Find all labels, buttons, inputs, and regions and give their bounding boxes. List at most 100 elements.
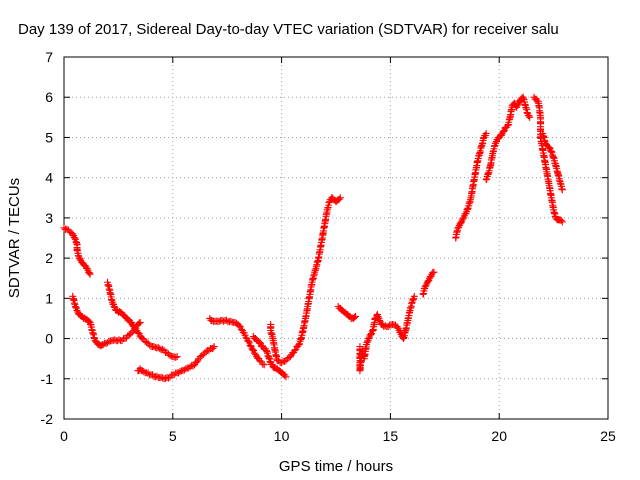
data-point [186,363,194,371]
data-point-interp [153,344,161,352]
data-point-interp [547,147,555,155]
y-tick-label: 0 [45,331,53,347]
data-point [210,343,218,351]
data-point [526,113,534,121]
data-point-interp [127,330,135,338]
data-point-interp [368,327,376,335]
data-point-interp [455,223,463,231]
data-point-interp [63,225,71,233]
data-point [545,144,553,151]
data-point [86,270,94,278]
data-point [365,335,373,343]
x-axis-label: GPS time / hours [279,458,393,475]
data-point [130,322,138,330]
data-point [136,318,144,326]
data-point [497,131,505,139]
data-point-interp [115,336,123,344]
data-point [173,353,181,361]
data-point-interp [366,331,374,339]
data-point [110,302,118,310]
data-point [410,292,418,300]
data-point-interp [176,368,184,376]
data-point [156,345,164,353]
data-point-interp [249,346,257,354]
data-point-interp [76,255,84,263]
data-point-interp [422,282,430,290]
data-point [260,361,268,369]
data-point [134,329,142,337]
y-tick-label: -1 [41,371,54,387]
x-tick-label: 25 [600,428,616,444]
data-point [367,331,375,339]
data-point-interp [144,369,152,377]
data-point [286,353,294,361]
data-point [558,186,566,194]
data-point-interp [335,195,343,203]
data-point-interp [227,317,235,325]
data-point [256,339,264,347]
data-point [69,230,77,238]
y-tick-label: 5 [45,129,53,145]
y-tick-label: 2 [45,250,53,266]
data-point-interp [248,345,256,353]
data-points [60,93,566,383]
data-point [278,359,286,367]
data-point-interp [166,351,174,359]
data-point-interp [525,112,533,120]
data-point-interp [167,352,175,360]
y-tick-label: 3 [45,210,53,226]
data-point [282,373,290,381]
y-tick-label: 6 [45,89,53,105]
x-tick-label: 5 [169,428,177,444]
data-point-interp [146,341,154,349]
axis-ticks: 0 5 10 15 20 25 -2 -1 0 1 2 3 4 5 6 7 [41,49,616,444]
data-point-interp [242,334,250,342]
data-point-interp [205,346,213,354]
data-point-interp [83,264,91,272]
y-axis-label: SDTVAR / TECUs [6,178,23,298]
grid-lines [64,57,608,419]
data-point [558,218,566,226]
data-point-interp [85,317,93,325]
data-point-interp [85,269,93,277]
y-tick-label: 1 [45,290,53,306]
data-point [256,357,264,365]
data-point [138,335,146,343]
data-point [384,322,392,330]
data-point [336,194,344,202]
y-tick-label: -2 [41,411,54,427]
data-point-interp [424,277,432,285]
data-point [376,316,384,324]
data-point-interp [514,101,522,109]
y-tick-label: 4 [45,170,53,186]
data-point-interp [350,313,358,321]
data-point [430,268,438,276]
data-point [164,374,172,382]
data-point [60,224,68,232]
data-point-interp [159,345,167,353]
x-tick-label: 0 [60,428,68,444]
data-point [291,347,299,355]
data-point [73,306,81,314]
data-point [104,339,112,347]
x-tick-label: 15 [383,428,399,444]
data-point-interp [141,338,149,346]
data-point-interp [245,337,253,345]
data-point-interp [209,344,217,352]
data-point-interp [222,316,230,324]
data-point-interp [153,372,161,380]
data-point-interp [381,322,389,330]
data-point-interp [246,342,254,350]
data-point-interp [150,342,158,350]
plot-frame [63,56,609,420]
data-point [352,312,360,320]
data-point-interp [457,219,465,227]
data-point-interp [202,347,210,355]
data-point-interp [135,319,143,327]
data-point-interp [140,368,148,376]
chart-title: Day 139 of 2017, Sidereal Day-to-day VTE… [18,21,559,38]
x-tick-label: 20 [491,428,507,444]
data-point-interp [499,128,507,136]
data-point-interp [172,353,180,361]
